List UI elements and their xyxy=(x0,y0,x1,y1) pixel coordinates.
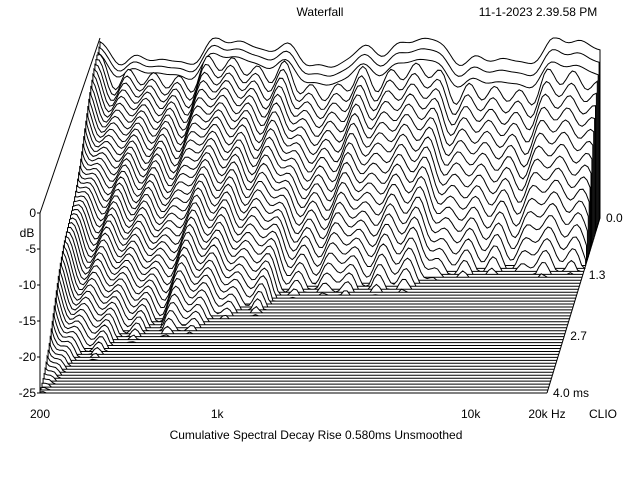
y-tick-label: -20 xyxy=(19,350,37,364)
decay-slice xyxy=(49,335,556,364)
chart-title: Waterfall xyxy=(297,5,344,19)
decay-slice xyxy=(46,354,554,373)
y-tick-label: -10 xyxy=(19,278,37,292)
back-left-edge xyxy=(39,37,101,214)
z-tick-label: 1.3 xyxy=(589,268,606,282)
axis-ticks: 0 -5 -10 -15 -20 -25 200 1k 10k 20k Hz 0.0 1.3 2.7 4.… xyxy=(19,206,623,421)
decay-slice xyxy=(67,226,572,314)
right-floor-edge xyxy=(546,217,601,394)
brand-label: CLIO xyxy=(589,407,617,421)
timestamp: 11-1-2023 2.39.58 PM xyxy=(479,5,598,19)
x-tick-label: 1k xyxy=(211,407,225,421)
decay-slice xyxy=(50,328,557,361)
decay-slice xyxy=(44,367,552,379)
y-tick-label: -15 xyxy=(19,314,37,328)
y-axis-unit: dB xyxy=(20,226,35,240)
decay-slice xyxy=(42,377,550,385)
decay-slice xyxy=(68,222,573,311)
z-tick-label: 0.0 xyxy=(606,211,623,225)
decay-slice xyxy=(52,313,559,355)
decay-slice xyxy=(53,305,560,353)
decay-slice xyxy=(45,361,553,376)
z-tick-label: 4.0 ms xyxy=(553,386,589,400)
y-tick-label: 0 xyxy=(29,206,36,220)
decay-slices xyxy=(39,37,601,394)
decay-slice xyxy=(43,372,551,382)
y-tick-label: -25 xyxy=(19,386,37,400)
decay-slice xyxy=(40,386,548,391)
decay-slice xyxy=(48,342,556,367)
decay-slice xyxy=(41,382,549,388)
y-tick-label: -5 xyxy=(25,242,36,256)
x-tick-label: 20k Hz xyxy=(528,407,565,421)
x-tick-label: 200 xyxy=(30,407,50,421)
decay-slice xyxy=(55,290,562,346)
chart-caption: Cumulative Spectral Decay Rise 0.580ms U… xyxy=(170,428,463,442)
chart-frame xyxy=(39,37,601,394)
decay-slice xyxy=(47,349,555,370)
decay-slice xyxy=(54,297,561,349)
x-tick-label: 10k xyxy=(461,407,481,421)
z-tick-label: 2.7 xyxy=(570,329,587,343)
decay-slice xyxy=(51,320,558,358)
